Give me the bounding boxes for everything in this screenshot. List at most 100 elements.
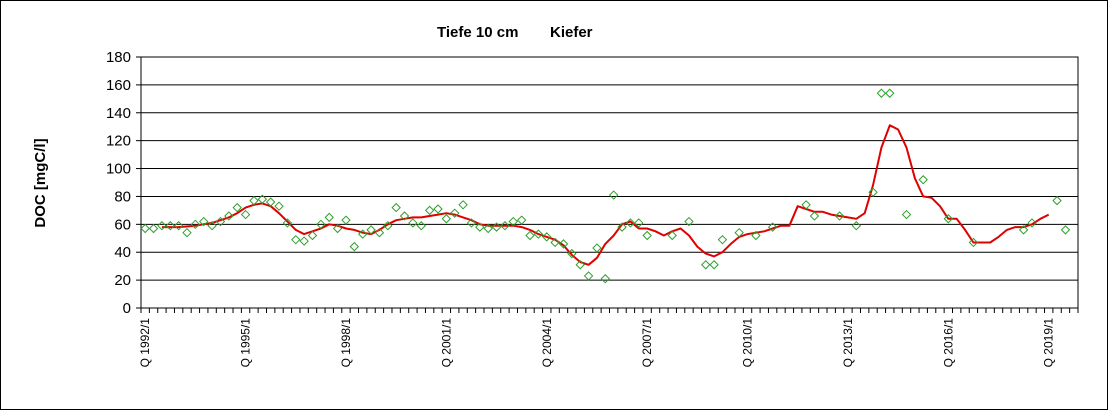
data-point-diamond bbox=[148, 223, 159, 234]
data-point-diamond bbox=[717, 234, 728, 245]
data-point-diamond bbox=[341, 215, 351, 225]
data-point-diamond bbox=[1027, 218, 1037, 228]
data-point-diamond bbox=[684, 216, 694, 227]
x-tick-labels: Q 1992/1 Q 1995/1 Q 1998/1 Q 2001/1 Q 2004/1… bbox=[138, 318, 1056, 368]
x-tick-label: Q 2004/1 bbox=[540, 318, 554, 368]
data-point-diamond bbox=[173, 221, 184, 231]
data-point-diamond bbox=[550, 237, 560, 248]
data-point-diamond bbox=[885, 88, 895, 98]
data-point-diamond bbox=[483, 223, 493, 234]
data-point-diamond bbox=[475, 222, 485, 232]
data-point-diamond bbox=[943, 214, 954, 224]
y-tick-label: 180 bbox=[106, 49, 131, 66]
data-point-diamond bbox=[383, 221, 393, 231]
y-tick-label: 140 bbox=[106, 105, 131, 122]
data-point-diamond bbox=[617, 222, 627, 232]
data-point-diamond bbox=[751, 230, 761, 241]
data-point-diamond bbox=[433, 204, 443, 214]
data-point-diamond bbox=[291, 234, 301, 245]
data-point-diamond bbox=[608, 190, 619, 200]
data-point-diamond bbox=[416, 221, 426, 231]
data-point-diamond bbox=[567, 248, 577, 259]
data-point-diamond bbox=[516, 215, 527, 225]
y-tick-label: 120 bbox=[106, 133, 131, 150]
data-point-diamond bbox=[466, 218, 477, 228]
axes bbox=[136, 56, 1079, 313]
y-tick-label: 160 bbox=[106, 77, 131, 94]
data-point-diamond bbox=[701, 260, 711, 270]
y-tick-label: 60 bbox=[114, 216, 131, 233]
data-point-diamond bbox=[299, 236, 309, 246]
data-point-diamond bbox=[500, 221, 510, 231]
data-point-diamond bbox=[165, 221, 175, 231]
data-point-diamond bbox=[508, 216, 518, 227]
data-point-diamond bbox=[190, 219, 201, 230]
data-point-diamond bbox=[157, 221, 167, 231]
data-point-diamond bbox=[525, 230, 535, 241]
data-point-diamond bbox=[282, 218, 293, 228]
x-tick-label: Q 2019/1 bbox=[1042, 318, 1056, 368]
x-tick-label: Q 2013/1 bbox=[841, 318, 855, 368]
x-tick-label: Q 2010/1 bbox=[741, 318, 755, 368]
data-point-diamond bbox=[533, 229, 544, 239]
data-point-diamond bbox=[199, 216, 209, 227]
data-point-diamond bbox=[265, 197, 276, 207]
data-point-diamond bbox=[232, 202, 242, 213]
data-point-diamond bbox=[274, 201, 284, 211]
data-point-diamond bbox=[918, 175, 928, 185]
y-tick-label: 100 bbox=[106, 161, 131, 178]
data-point-diamond bbox=[592, 243, 602, 253]
data-point-diamond bbox=[968, 237, 979, 248]
data-point-diamond bbox=[868, 187, 878, 197]
y-tick-label: 40 bbox=[114, 244, 131, 261]
measurement-markers bbox=[140, 88, 1071, 284]
data-point-diamond bbox=[834, 211, 845, 221]
data-point-diamond bbox=[324, 212, 334, 223]
data-point-diamond bbox=[801, 200, 811, 210]
x-tick-label: Q 2007/1 bbox=[640, 318, 654, 368]
data-point-diamond bbox=[642, 230, 652, 241]
data-point-diamond bbox=[307, 230, 318, 241]
x-tick-label: Q 2001/1 bbox=[439, 318, 453, 368]
data-point-diamond bbox=[709, 260, 719, 270]
x-tick-label: Q 1992/1 bbox=[138, 318, 152, 368]
x-tick-label: Q 1995/1 bbox=[239, 318, 253, 368]
y-tick-labels: 0 20 40 60 80 100 120 140 160 180 bbox=[106, 49, 131, 317]
data-point-diamond bbox=[374, 227, 385, 238]
data-point-diamond bbox=[441, 214, 452, 224]
data-point-diamond bbox=[424, 205, 435, 216]
data-point-diamond bbox=[667, 230, 677, 241]
data-point-diamond bbox=[140, 223, 150, 234]
x-tick-label: Q 1998/1 bbox=[339, 318, 353, 368]
data-point-diamond bbox=[450, 208, 460, 218]
data-point-diamond bbox=[349, 241, 360, 252]
data-point-diamond bbox=[332, 223, 343, 234]
data-point-diamond bbox=[357, 229, 368, 239]
y-axis-label: DOC [mgC/l] bbox=[32, 138, 49, 227]
y-tick-label: 20 bbox=[114, 272, 131, 289]
y-tick-label: 80 bbox=[114, 188, 131, 205]
data-point-diamond bbox=[316, 219, 326, 230]
data-point-diamond bbox=[851, 221, 862, 231]
data-point-diamond bbox=[558, 239, 569, 249]
gridlines bbox=[141, 56, 1078, 309]
chart-title-tree: Kiefer bbox=[550, 24, 593, 41]
data-point-diamond bbox=[734, 227, 744, 238]
trend-line bbox=[161, 124, 1050, 266]
data-point-diamond bbox=[491, 222, 502, 232]
data-point-diamond bbox=[399, 211, 410, 221]
data-point-diamond bbox=[876, 88, 887, 98]
data-point-diamond bbox=[182, 227, 192, 238]
data-point-diamond bbox=[458, 200, 468, 210]
data-point-diamond bbox=[1018, 225, 1029, 235]
data-point-diamond bbox=[901, 209, 912, 220]
data-point-diamond bbox=[1060, 225, 1071, 235]
data-point-diamond bbox=[249, 195, 259, 206]
data-point-diamond bbox=[634, 218, 644, 228]
data-point-diamond bbox=[207, 221, 217, 231]
data-point-diamond bbox=[391, 202, 401, 213]
x-tick-label: Q 2016/1 bbox=[941, 318, 955, 368]
data-point-diamond bbox=[240, 209, 251, 220]
